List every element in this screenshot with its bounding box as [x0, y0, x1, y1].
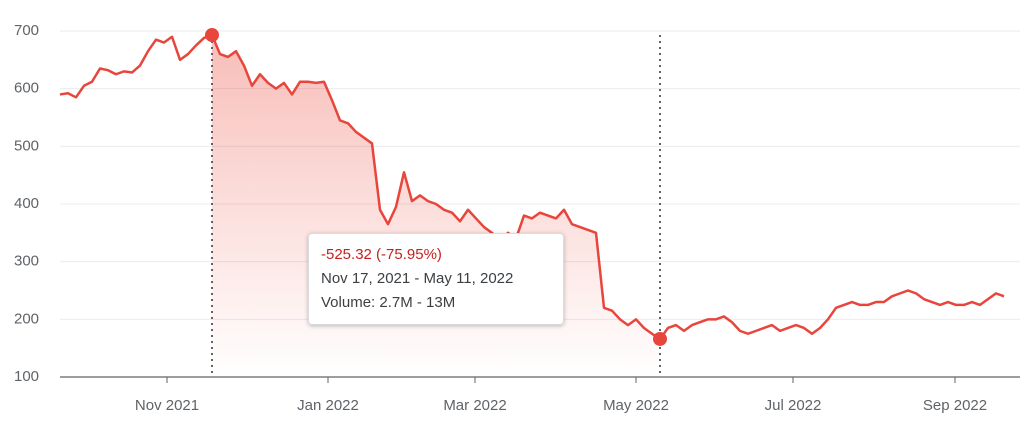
x-tick-label: Sep 2022 [923, 397, 987, 414]
selection-point [205, 28, 219, 43]
x-tick-label: Mar 2022 [443, 397, 506, 414]
y-tick-label: 100 [14, 368, 39, 385]
y-tick-label: 200 [14, 310, 39, 327]
x-tick-label: Jan 2022 [297, 397, 359, 414]
y-tick-label: 500 [14, 137, 39, 154]
selection-point [653, 331, 667, 346]
tooltip-volume: Volume: 2.7M - 13M [321, 294, 456, 311]
price-line [59, 33, 1005, 341]
y-tick-label: 400 [14, 195, 39, 212]
tooltip: -525.32 (-75.95%) Nov 17, 2021 - May 11,… [308, 233, 564, 325]
x-tick-label: May 2022 [603, 397, 669, 414]
tooltip-change: -525.32 (-75.95%) [321, 246, 442, 263]
x-tick-label: Jul 2022 [765, 397, 822, 414]
tooltip-dates: Nov 17, 2021 - May 11, 2022 [321, 270, 514, 287]
y-tick-label: 600 [14, 80, 39, 97]
y-tick-label: 300 [14, 253, 39, 270]
y-tick-label: 700 [14, 22, 39, 39]
x-tick-label: Nov 2021 [135, 397, 199, 414]
